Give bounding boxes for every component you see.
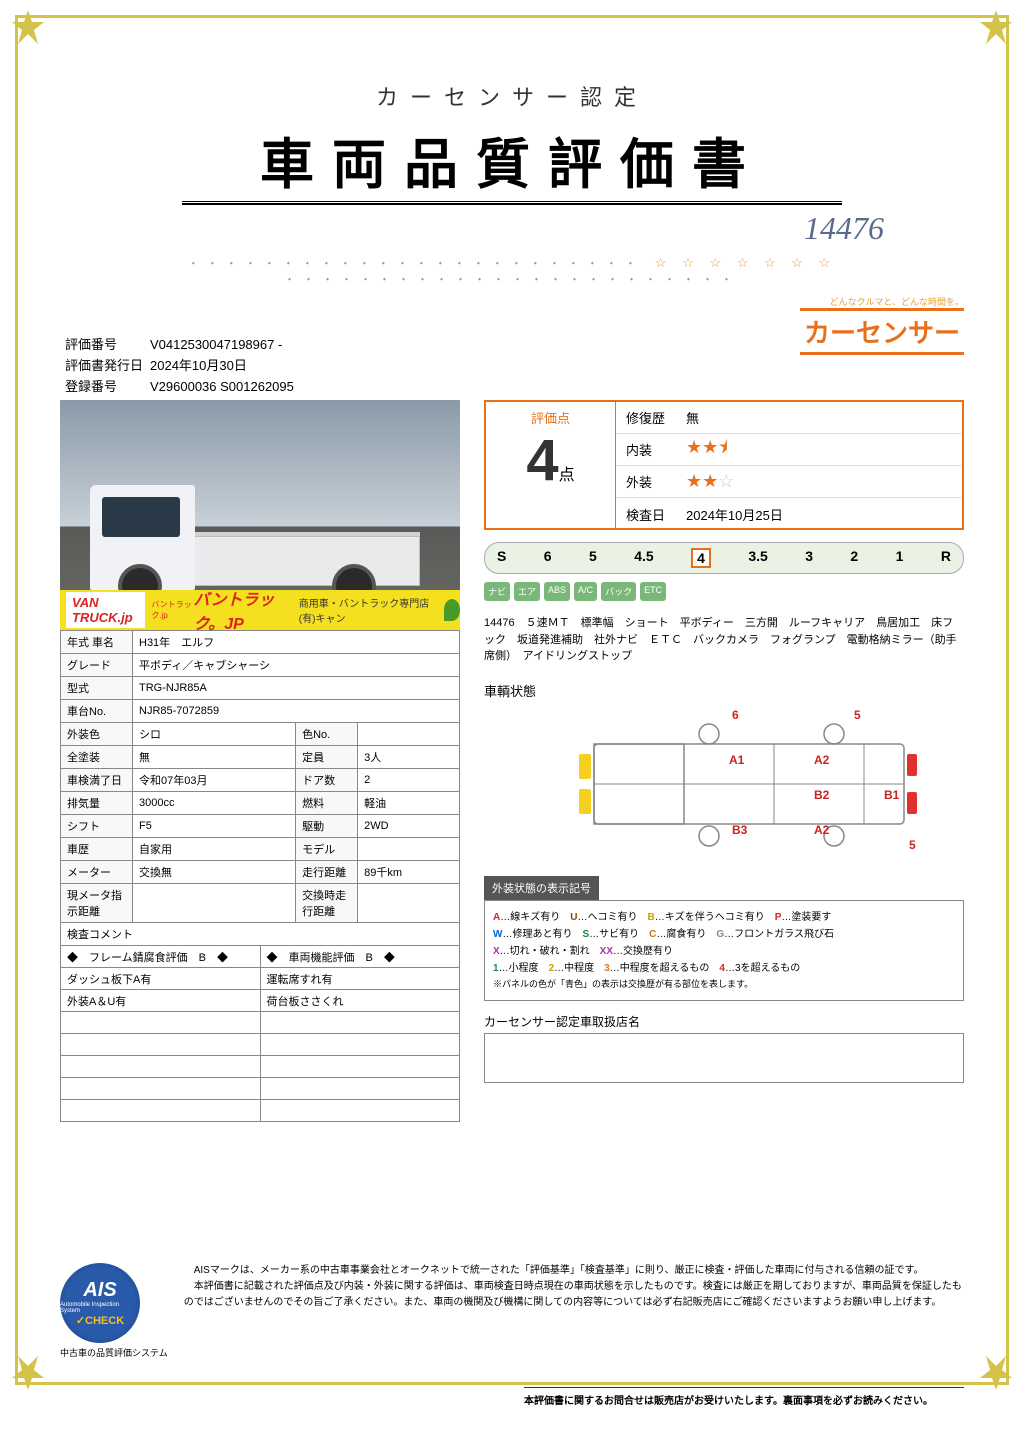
- certificate-page: カーセンサー認定 車両品質評価書 14476 ・・・・・・・・・・・・・・・・・…: [0, 0, 1024, 1449]
- svg-text:A1: A1: [729, 753, 745, 767]
- comment-rows: ◆ フレーム錆腐食評価 B ◆◆ 車両機能評価 B ◆ダッシュ板下A有運転席すれ…: [60, 946, 460, 1122]
- main-title: 車両品質評価書: [20, 120, 1004, 199]
- svg-text:B3: B3: [732, 823, 748, 837]
- svg-text:5: 5: [909, 838, 916, 852]
- left-column: VAN TRUCK.jp バントラック.jp バントラック。JP 商用車・バント…: [60, 400, 460, 1122]
- separator: ・・・・・・・・・・・・・・・・・・・・・・・・ ☆ ☆ ☆ ☆ ☆ ☆ ☆ ・…: [80, 255, 944, 287]
- legend-box: 外装状態の表示記号 A…線キズ有り U…ヘコミ有り B…キズを伴うヘコミ有り P…: [484, 876, 964, 1001]
- svg-text:A2: A2: [814, 753, 830, 767]
- svg-text:6: 6: [732, 708, 739, 722]
- score-box: 評価点 4点 修復歴無内装★★⯨外装★★☆検査日2024年10月25日: [484, 400, 964, 530]
- right-column: 評価点 4点 修復歴無内装★★⯨外装★★☆検査日2024年10月25日 S654…: [484, 400, 964, 1122]
- ais-section: AIS Automobile Inspection System ✓CHECK …: [60, 1263, 964, 1359]
- dealer-label: カーセンサー認定車取扱店名: [484, 1013, 964, 1030]
- ais-text: AISマークは、メーカー系の中古車事業会社とオークネットで統一された「評価基準」…: [184, 1263, 964, 1311]
- brand-logo: カーセンサー: [800, 308, 964, 355]
- description-text: 14476 ５速ＭＴ 標準幅 ショート 平ボディー 三方開 ルーフキャリア 鳥居…: [484, 615, 964, 665]
- brand-area: どんなクルマと、どんな時間を。 カーセンサー: [800, 295, 964, 355]
- meta-block: 評価番号V0412530047198967 - 評価書発行日2024年10月30…: [65, 335, 294, 397]
- vehicle-diagram: A1 A2 B2 B1 B3 A2 6 5 5: [484, 704, 964, 859]
- svg-text:B1: B1: [884, 788, 900, 802]
- dealer-box: [484, 1033, 964, 1083]
- brand-tagline: どんなクルマと、どんな時間を。: [800, 295, 964, 308]
- diagram-label: 車輌状態: [484, 681, 964, 700]
- ais-logo: AIS Automobile Inspection System ✓CHECK: [60, 1263, 140, 1343]
- rating-scale: S654.543.5321R: [484, 542, 964, 574]
- header: カーセンサー認定 車両品質評価書: [20, 80, 1004, 205]
- feature-badges: ナビエアABSA/CバックETC: [484, 582, 964, 601]
- spec-table: 年式 車名H31年 エルフグレード平ボディ／キャブシャーシ型式TRG-NJR85…: [60, 630, 460, 923]
- svg-text:5: 5: [854, 708, 861, 722]
- handwritten-number: 14476: [804, 210, 884, 247]
- svg-text:A2: A2: [814, 823, 830, 837]
- photo-banner: VAN TRUCK.jp バントラック.jp バントラック。JP 商用車・バント…: [60, 590, 460, 630]
- comment-header: 検査コメント: [60, 923, 460, 946]
- subtitle: カーセンサー認定: [20, 80, 1004, 112]
- svg-text:B2: B2: [814, 788, 830, 802]
- footnote: 本評価書に関するお問合せは販売店がお受けいたします。裏面事項を必ずお読みください…: [524, 1387, 964, 1407]
- vehicle-photo: VAN TRUCK.jp バントラック.jp バントラック。JP 商用車・バント…: [60, 400, 460, 630]
